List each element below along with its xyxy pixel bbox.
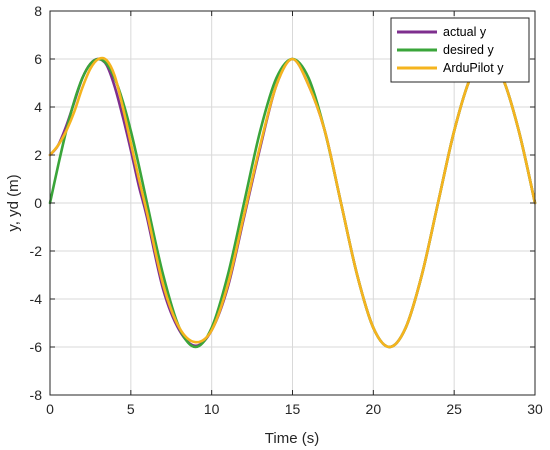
x-tick-label: 0 [46,401,54,417]
series-layer [48,56,537,349]
legend-label-ardupilot-y: ArduPilot y [443,61,504,75]
x-tick-label: 30 [527,401,543,417]
x-tick-label: 25 [446,401,462,417]
y-tick-labels: -8 -6 -4 -2 0 2 4 6 8 [30,3,43,403]
series-line-ardupilot-y [48,56,537,349]
y-tick-label: 4 [34,99,42,115]
x-tick-label: 15 [285,401,301,417]
y-tick-label: -2 [30,243,43,259]
y-axis-label: y, yd (m) [5,174,22,231]
axis-ticks [49,10,536,396]
x-tick-label: 5 [127,401,135,417]
y-tick-label: 8 [34,3,42,19]
x-tick-labels: 0 5 10 15 20 25 30 [46,401,543,417]
x-tick-label: 20 [366,401,382,417]
y-tick-label: 2 [34,147,42,163]
legend-label-desired-y: desired y [443,43,494,57]
y-tick-label: -8 [30,387,43,403]
x-tick-label: 10 [204,401,220,417]
legend: actual y desired y ArduPilot y [390,17,530,83]
legend-label-actual-y: actual y [443,25,487,39]
y-tick-label: -6 [30,339,43,355]
x-axis-label: Time (s) [265,430,319,447]
y-tick-label: 0 [34,195,42,211]
y-tick-label: -4 [30,291,43,307]
y-tick-label: 6 [34,51,42,67]
